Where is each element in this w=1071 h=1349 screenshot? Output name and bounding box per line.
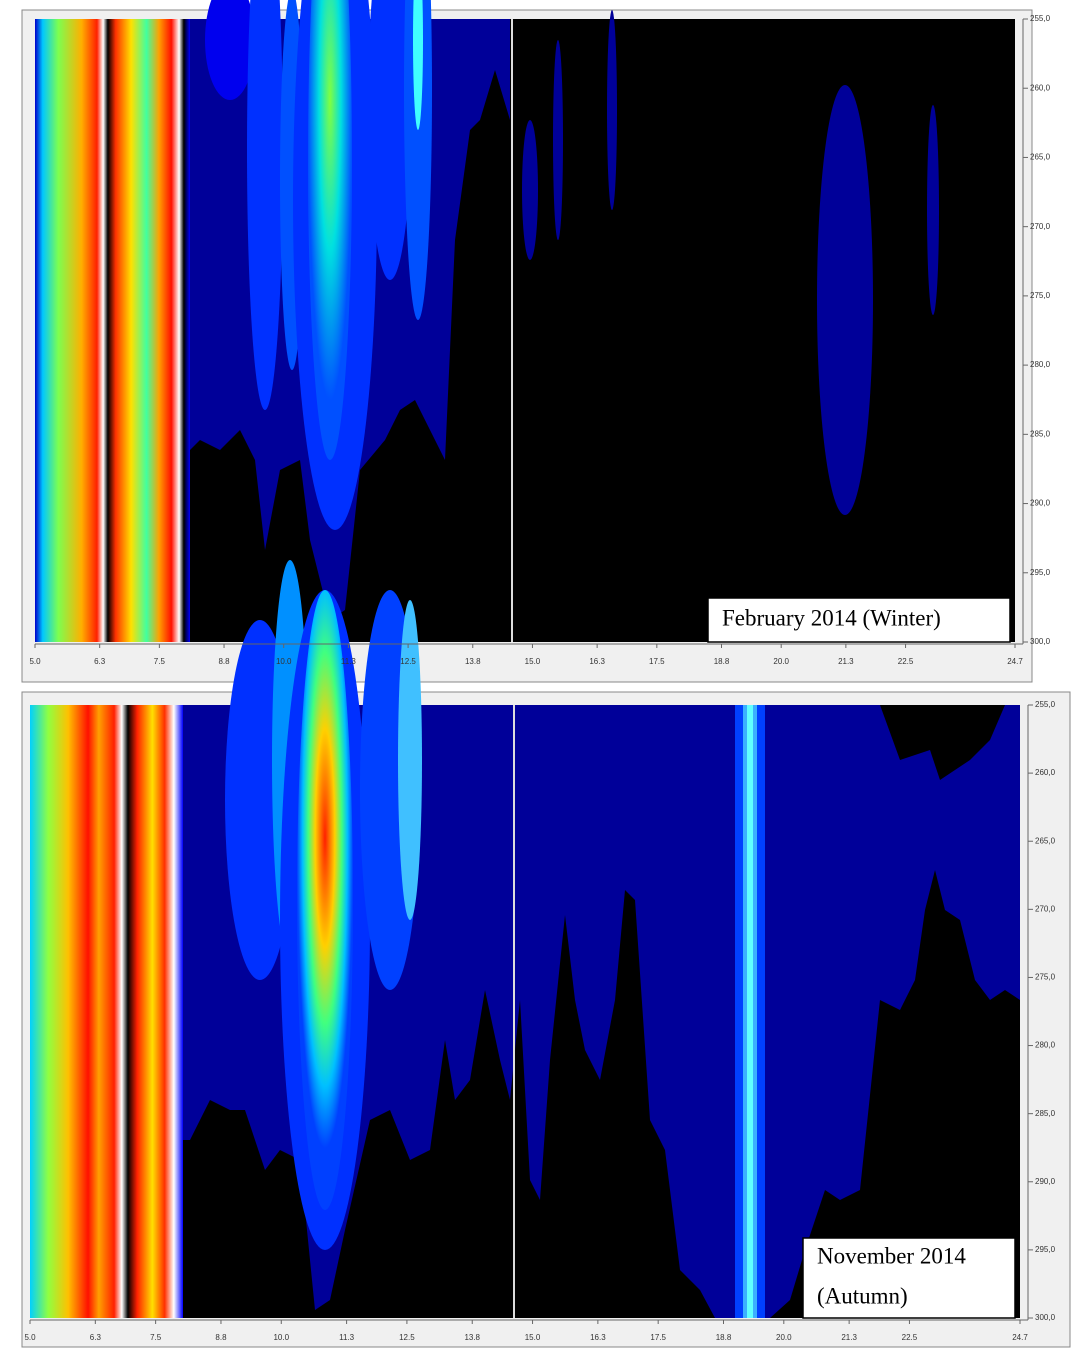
x-tick-label: 13.8 (465, 657, 481, 666)
x-tick-label: 22.5 (902, 1333, 918, 1342)
y-tick-label: 255,0 (1030, 14, 1051, 23)
contour-band (404, 0, 432, 320)
x-tick-label: 7.5 (150, 1333, 162, 1342)
x-tick-label: 5.0 (24, 1333, 36, 1342)
x-tick-label: 6.3 (94, 657, 106, 666)
contour-band (398, 600, 422, 920)
x-tick-label: 24.7 (1007, 657, 1023, 666)
x-tick-label: 5.0 (29, 657, 41, 666)
panel-1-image (21, 0, 1033, 683)
contour-band (553, 40, 563, 240)
contour-band (35, 19, 190, 642)
y-tick-label: 295,0 (1035, 1245, 1056, 1254)
contour-band (413, 0, 423, 130)
contour-band (522, 120, 538, 260)
x-tick-label: 8.8 (218, 657, 230, 666)
y-tick-label: 275,0 (1030, 291, 1051, 300)
y-tick-label: 295,0 (1030, 568, 1051, 577)
x-tick-label: 18.8 (716, 1333, 732, 1342)
contour-band (205, 0, 255, 100)
annotation-text: November 2014 (817, 1243, 966, 1268)
x-tick-label: 6.3 (90, 1333, 102, 1342)
contour-band (747, 705, 753, 1318)
contour-band (247, 0, 283, 410)
x-tick-label: 12.5 (399, 1333, 415, 1342)
x-tick-label: 12.5 (400, 657, 416, 666)
y-tick-label: 270,0 (1030, 222, 1051, 231)
contour-band (30, 705, 183, 1318)
y-tick-label: 275,0 (1035, 973, 1056, 982)
y-tick-label: 280,0 (1030, 360, 1051, 369)
x-tick-label: 15.0 (525, 1333, 541, 1342)
contour-band (368, 0, 412, 280)
x-tick-label: 11.3 (339, 1333, 355, 1342)
annotation-text: February 2014 (Winter) (722, 605, 941, 630)
x-tick-label: 21.3 (838, 657, 854, 666)
x-tick-label: 18.8 (714, 657, 730, 666)
x-tick-label: 17.5 (650, 1333, 666, 1342)
panel-2-image (21, 560, 1071, 1348)
x-tick-label: 13.8 (464, 1333, 480, 1342)
y-tick-label: 270,0 (1035, 904, 1056, 913)
y-tick-label: 255,0 (1035, 700, 1056, 709)
y-tick-label: 265,0 (1035, 836, 1056, 845)
contour-band (927, 105, 939, 315)
annotation-box (707, 597, 1011, 643)
y-tick-label: 300,0 (1030, 637, 1051, 646)
y-tick-label: 290,0 (1035, 1177, 1056, 1186)
y-tick-label: 280,0 (1035, 1041, 1056, 1050)
contour-band (607, 10, 617, 210)
x-tick-label: 17.5 (649, 657, 665, 666)
x-tick-label: 16.3 (589, 657, 605, 666)
x-tick-label: 8.8 (215, 1333, 227, 1342)
x-tick-label: 16.3 (590, 1333, 606, 1342)
x-tick-label: 11.3 (341, 657, 357, 666)
contour-band (297, 590, 353, 1210)
axes-layer: 5.0 6.3 7.5 8.8 10.0 11.3 12.5 13.8 15.0 16.3 17.5… (24, 14, 1055, 1342)
x-tick-label: 24.7 (1012, 1333, 1028, 1342)
contour-band (817, 85, 873, 515)
contour-band (308, 0, 352, 460)
y-tick-label: 285,0 (1035, 1109, 1056, 1118)
y-tick-label: 265,0 (1030, 153, 1051, 162)
x-tick-label: 10.0 (273, 1333, 289, 1342)
annotation-box (802, 1237, 1016, 1319)
x-tick-label: 21.3 (841, 1333, 857, 1342)
y-tick-label: 260,0 (1035, 768, 1056, 777)
y-tick-label: 290,0 (1030, 499, 1051, 508)
annotation-text: (Autumn) (817, 1283, 908, 1308)
y-tick-label: 300,0 (1035, 1313, 1056, 1322)
x-tick-label: 22.5 (898, 657, 914, 666)
x-tick-label: 10.0 (276, 657, 292, 666)
x-tick-label: 7.5 (154, 657, 166, 666)
x-tick-label: 20.0 (773, 657, 789, 666)
x-tick-label: 15.0 (525, 657, 541, 666)
x-tick-label: 20.0 (776, 1333, 792, 1342)
y-tick-label: 260,0 (1030, 83, 1051, 92)
y-tick-label: 285,0 (1030, 429, 1051, 438)
